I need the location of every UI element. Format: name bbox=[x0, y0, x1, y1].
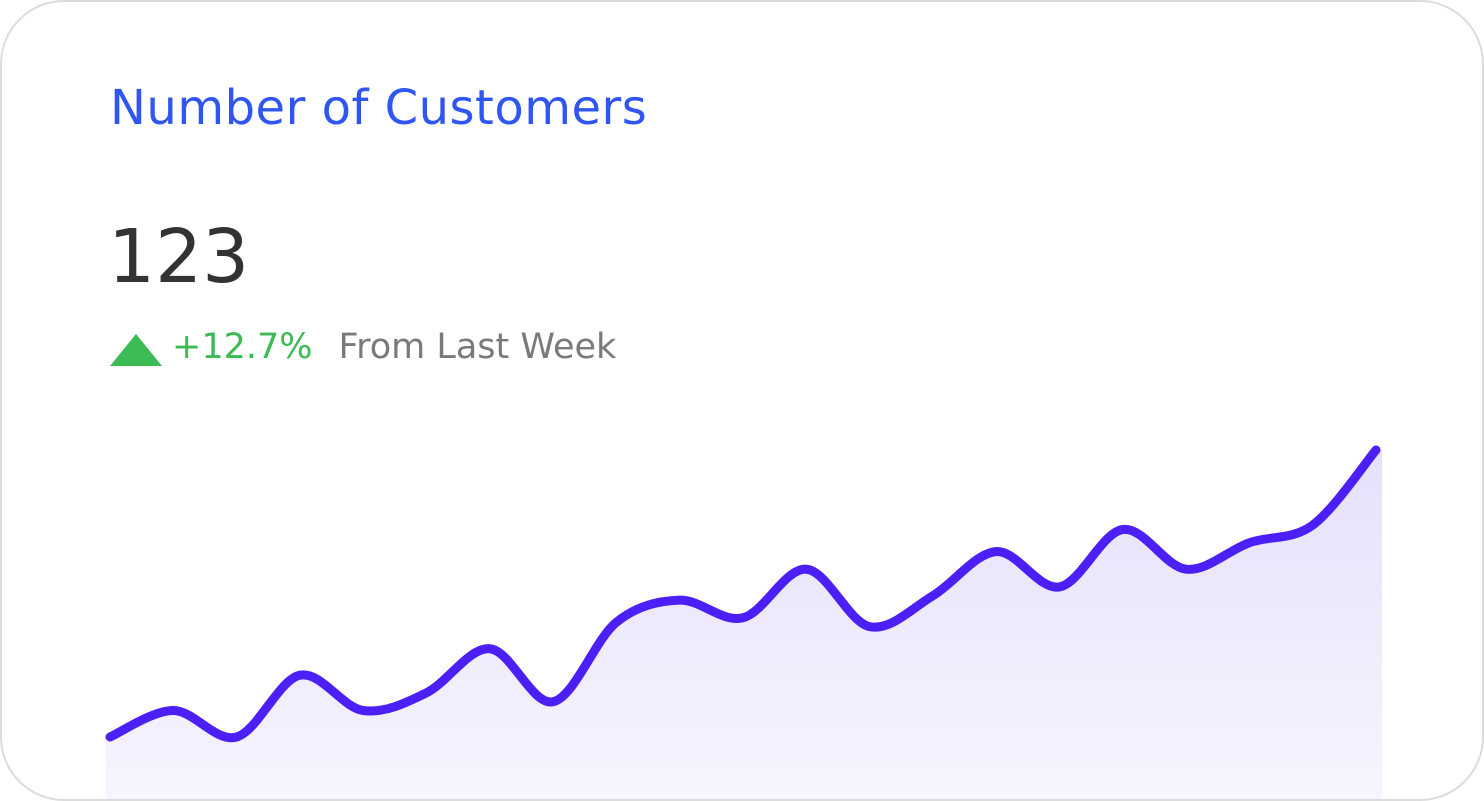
chart-plot-area bbox=[105, 445, 1382, 799]
triangle-up-icon bbox=[110, 334, 162, 366]
card-title: Number of Customers bbox=[110, 80, 648, 136]
change-period-label: From Last Week bbox=[338, 327, 617, 367]
customer-count-value: 123 bbox=[108, 214, 250, 300]
change-percentage: +12.7% bbox=[172, 327, 313, 367]
change-indicator: +12.7% From Last Week bbox=[110, 324, 616, 370]
series-area-fill bbox=[106, 450, 1382, 799]
